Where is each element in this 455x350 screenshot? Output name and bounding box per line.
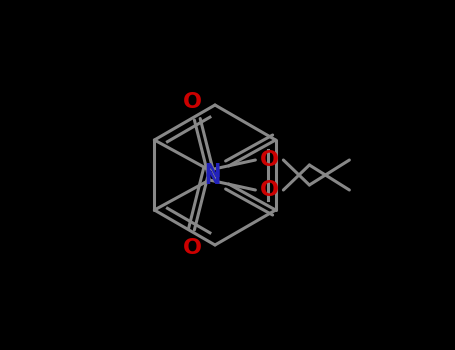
Text: N: N <box>204 162 221 182</box>
Text: O: O <box>183 238 202 258</box>
Text: O: O <box>183 92 202 112</box>
Text: O: O <box>260 180 279 200</box>
Text: N: N <box>204 168 221 188</box>
Text: O: O <box>260 150 279 170</box>
